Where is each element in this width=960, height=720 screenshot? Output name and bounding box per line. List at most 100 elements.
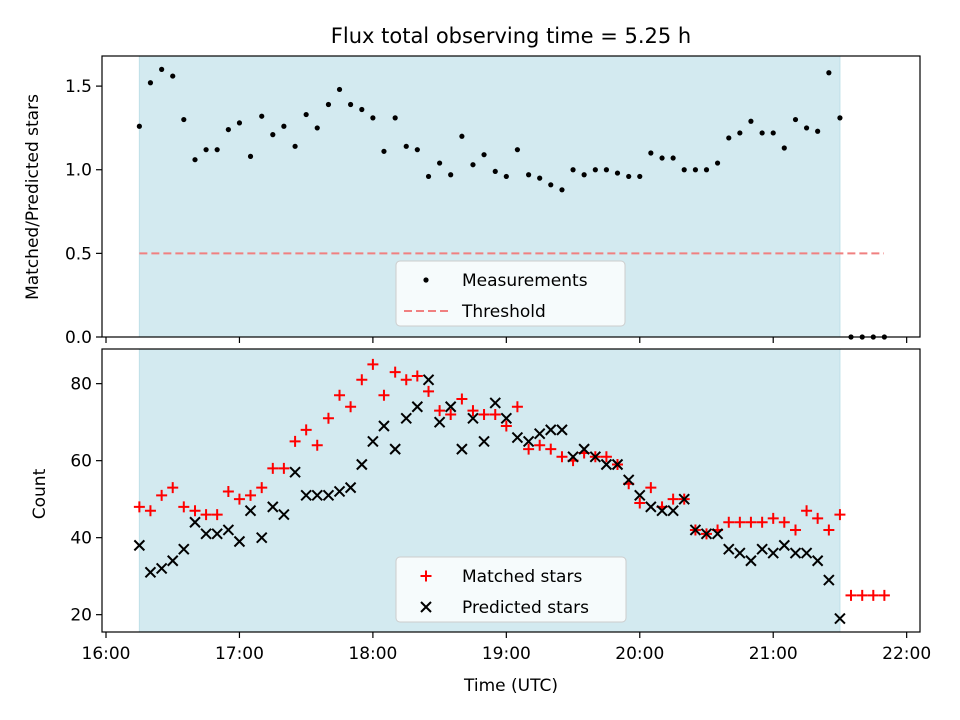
predicted-star-marker xyxy=(189,516,201,528)
predicted-star-marker xyxy=(789,547,802,559)
legend-label: Predicted stars xyxy=(462,598,589,618)
measurement-point xyxy=(325,101,332,108)
predicted-star-marker xyxy=(723,543,735,555)
predicted-star-marker xyxy=(456,443,468,455)
bottom-legend: Matched stars Predicted stars xyxy=(395,556,627,623)
predicted-star-marker xyxy=(344,481,357,494)
predicted-star-marker xyxy=(489,397,501,409)
predicted-star-marker xyxy=(578,443,590,455)
measurement-point xyxy=(670,155,676,161)
predicted-star-marker xyxy=(556,424,568,436)
predicted-star-marker xyxy=(267,501,279,513)
predicted-star-marker xyxy=(411,401,424,413)
measurement-point xyxy=(815,128,821,134)
measurement-point xyxy=(492,168,498,175)
predicted-star-marker xyxy=(500,412,513,425)
measurement-point xyxy=(726,135,732,141)
measurement-point xyxy=(559,187,565,193)
predicted-star-marker xyxy=(700,528,713,540)
matched-star-marker xyxy=(267,462,279,474)
top-panel: 0.0 0.5 1.0 1.5 Matched/Predicted stars Mea… xyxy=(23,55,921,348)
matched-star-marker xyxy=(534,439,546,451)
legend-box xyxy=(395,556,627,623)
matched-star-marker xyxy=(467,405,479,417)
measurement-point xyxy=(281,123,287,129)
predicted-star-marker xyxy=(667,505,679,517)
x-tick-label: 20:00 xyxy=(615,644,664,664)
y-tick-label: 60 xyxy=(70,452,92,472)
predicted-star-marker xyxy=(322,489,335,502)
matched-star-marker xyxy=(189,505,201,517)
measurement-point xyxy=(348,101,354,108)
matched-star-marker xyxy=(823,524,835,536)
matched-star-marker xyxy=(144,505,156,517)
x-tick-label: 16:00 xyxy=(82,644,131,664)
predicted-star-marker xyxy=(600,458,613,471)
predicted-star-marker xyxy=(611,458,624,471)
top-axes: 0.0 0.5 1.0 1.5 xyxy=(65,55,921,348)
matched-star-marker xyxy=(200,509,212,521)
matched-star-marker xyxy=(311,439,323,451)
matched-star-marker xyxy=(400,374,412,386)
x-tick-label: 21:00 xyxy=(749,644,798,664)
y-tick-label: 0.0 xyxy=(65,328,92,348)
predicted-star-marker xyxy=(811,555,824,567)
measurement-point xyxy=(603,167,610,173)
x-tick-label: 22:00 xyxy=(882,644,931,664)
matched-star-marker xyxy=(812,512,824,524)
top-y-axis-label: Matched/Predicted stars xyxy=(23,94,43,300)
legend-marker xyxy=(420,570,432,582)
legend-label: Measurements xyxy=(462,271,588,291)
measurement-point xyxy=(392,115,398,121)
measurement-point xyxy=(192,157,198,163)
predicted-star-marker xyxy=(367,435,379,448)
predicted-star-marker xyxy=(311,489,323,502)
matched-star-marker xyxy=(523,443,535,455)
predicted-star-marker xyxy=(133,539,146,552)
measurement-point xyxy=(681,167,687,173)
legend-marker xyxy=(420,601,432,613)
matched-star-marker xyxy=(256,482,268,494)
bottom-panel: 20 40 60 80 16:00 17:00 18:00 19:00 20:00 21:00 22… xyxy=(30,348,931,696)
chart-title: Flux total observing time = 5.25 h xyxy=(331,24,691,48)
predicted-star-marker xyxy=(834,612,846,625)
measurement-point xyxy=(503,173,509,180)
predicted-star-marker xyxy=(634,489,646,502)
predicted-star-marker xyxy=(478,435,490,448)
predicted-star-marker xyxy=(467,412,479,425)
x-axis-label: Time (UTC) xyxy=(463,676,558,696)
y-tick-label: 1.5 xyxy=(65,77,92,97)
measurement-point xyxy=(292,143,298,149)
measurement-point xyxy=(437,160,443,166)
matched-star-marker xyxy=(723,516,735,528)
matched-star-marker xyxy=(801,505,813,517)
matched-star-marker xyxy=(845,589,857,601)
y-tick-label: 40 xyxy=(70,529,92,549)
matched-star-marker xyxy=(500,420,512,432)
predicted-star-marker xyxy=(244,505,257,517)
measurement-point xyxy=(614,170,621,176)
matched-star-marker xyxy=(367,358,379,370)
measurement-point xyxy=(737,130,743,136)
measurements-points xyxy=(136,66,887,340)
measurement-point xyxy=(414,147,420,153)
measurement-point xyxy=(448,172,454,178)
measurement-point xyxy=(270,132,276,138)
x-tick-label: 18:00 xyxy=(348,644,397,664)
predicted-star-marker xyxy=(533,427,546,440)
measurement-point xyxy=(592,167,598,173)
matched-star-marker xyxy=(789,524,801,536)
measurement-point xyxy=(370,115,376,121)
predicted-star-marker xyxy=(756,543,768,555)
measurement-point xyxy=(159,66,165,72)
measurement-point xyxy=(514,147,521,153)
predicted-star-marker xyxy=(678,493,690,505)
measurement-point xyxy=(792,116,799,123)
matched-star-marker xyxy=(545,443,557,455)
predicted-star-marker xyxy=(645,501,657,513)
matched-star-marker xyxy=(178,501,190,513)
predicted-star-marker xyxy=(211,528,223,540)
predicted-star-marker xyxy=(200,528,212,540)
predicted-star-marker xyxy=(155,562,168,575)
